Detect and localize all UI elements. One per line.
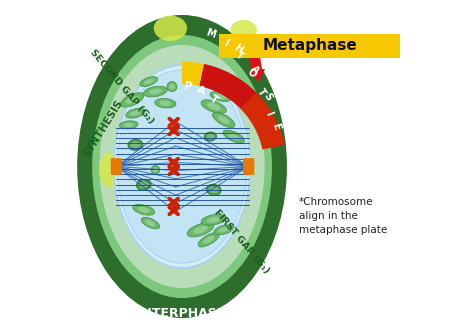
Text: I: I: [222, 38, 230, 48]
Ellipse shape: [215, 94, 226, 99]
Ellipse shape: [140, 77, 158, 87]
Text: A: A: [195, 84, 207, 97]
Ellipse shape: [169, 84, 175, 89]
FancyArrow shape: [248, 48, 265, 82]
Ellipse shape: [198, 232, 219, 247]
Ellipse shape: [137, 179, 151, 190]
Ellipse shape: [100, 45, 264, 288]
Text: S: S: [261, 91, 273, 102]
Ellipse shape: [207, 103, 220, 110]
Ellipse shape: [126, 108, 145, 118]
Ellipse shape: [77, 15, 287, 318]
Ellipse shape: [223, 130, 245, 143]
Text: P: P: [183, 81, 192, 92]
Ellipse shape: [133, 204, 155, 215]
Ellipse shape: [204, 132, 216, 141]
Ellipse shape: [201, 214, 226, 225]
Ellipse shape: [219, 227, 229, 232]
Text: SYNTHESIS: SYNTHESIS: [82, 98, 125, 159]
Text: SECOND GAP (G₂): SECOND GAP (G₂): [89, 48, 156, 126]
Ellipse shape: [138, 207, 150, 213]
Ellipse shape: [201, 100, 227, 113]
Text: FIRST GAP (G₁): FIRST GAP (G₁): [213, 208, 271, 275]
Ellipse shape: [210, 92, 231, 102]
Wedge shape: [182, 62, 204, 86]
Text: H: H: [232, 42, 244, 55]
Text: A: A: [248, 64, 261, 76]
Ellipse shape: [230, 20, 257, 40]
Ellipse shape: [167, 82, 177, 92]
Ellipse shape: [154, 16, 187, 41]
Ellipse shape: [185, 78, 190, 82]
FancyBboxPatch shape: [111, 158, 122, 175]
Ellipse shape: [141, 217, 160, 229]
Text: INTERPHASE: INTERPHASE: [138, 306, 226, 320]
Ellipse shape: [207, 217, 220, 223]
Ellipse shape: [182, 76, 191, 84]
Ellipse shape: [114, 65, 250, 268]
FancyBboxPatch shape: [243, 158, 255, 175]
Ellipse shape: [144, 86, 167, 97]
Ellipse shape: [155, 99, 176, 108]
Text: M: M: [205, 27, 217, 39]
Wedge shape: [199, 64, 285, 150]
Ellipse shape: [146, 220, 155, 226]
Ellipse shape: [210, 186, 218, 193]
Ellipse shape: [151, 166, 160, 174]
Ellipse shape: [144, 79, 154, 84]
Text: T: T: [207, 93, 219, 106]
Ellipse shape: [117, 70, 247, 263]
Text: E: E: [270, 122, 282, 131]
Text: O: O: [245, 66, 258, 79]
Ellipse shape: [228, 133, 239, 140]
Wedge shape: [240, 92, 285, 150]
Ellipse shape: [128, 140, 143, 150]
Text: I: I: [264, 111, 274, 118]
Ellipse shape: [203, 236, 215, 244]
Ellipse shape: [119, 121, 138, 129]
Ellipse shape: [131, 142, 140, 148]
Ellipse shape: [139, 181, 148, 188]
Ellipse shape: [124, 123, 134, 127]
Ellipse shape: [193, 226, 208, 234]
Ellipse shape: [206, 184, 221, 195]
Ellipse shape: [92, 35, 272, 298]
Text: T: T: [234, 50, 246, 62]
Ellipse shape: [187, 223, 214, 237]
Ellipse shape: [126, 96, 138, 104]
Ellipse shape: [160, 101, 171, 106]
Ellipse shape: [214, 225, 233, 235]
Ellipse shape: [99, 153, 120, 187]
Ellipse shape: [130, 111, 141, 116]
Text: *Chromosome
align in the
metaphase plate: *Chromosome align in the metaphase plate: [299, 197, 387, 235]
FancyBboxPatch shape: [219, 34, 400, 58]
Ellipse shape: [149, 89, 162, 95]
Ellipse shape: [153, 167, 158, 172]
Ellipse shape: [207, 134, 214, 139]
Text: Metaphase: Metaphase: [263, 38, 358, 54]
Ellipse shape: [120, 93, 144, 107]
Ellipse shape: [212, 112, 235, 128]
Text: T: T: [255, 87, 267, 98]
Ellipse shape: [218, 116, 230, 124]
